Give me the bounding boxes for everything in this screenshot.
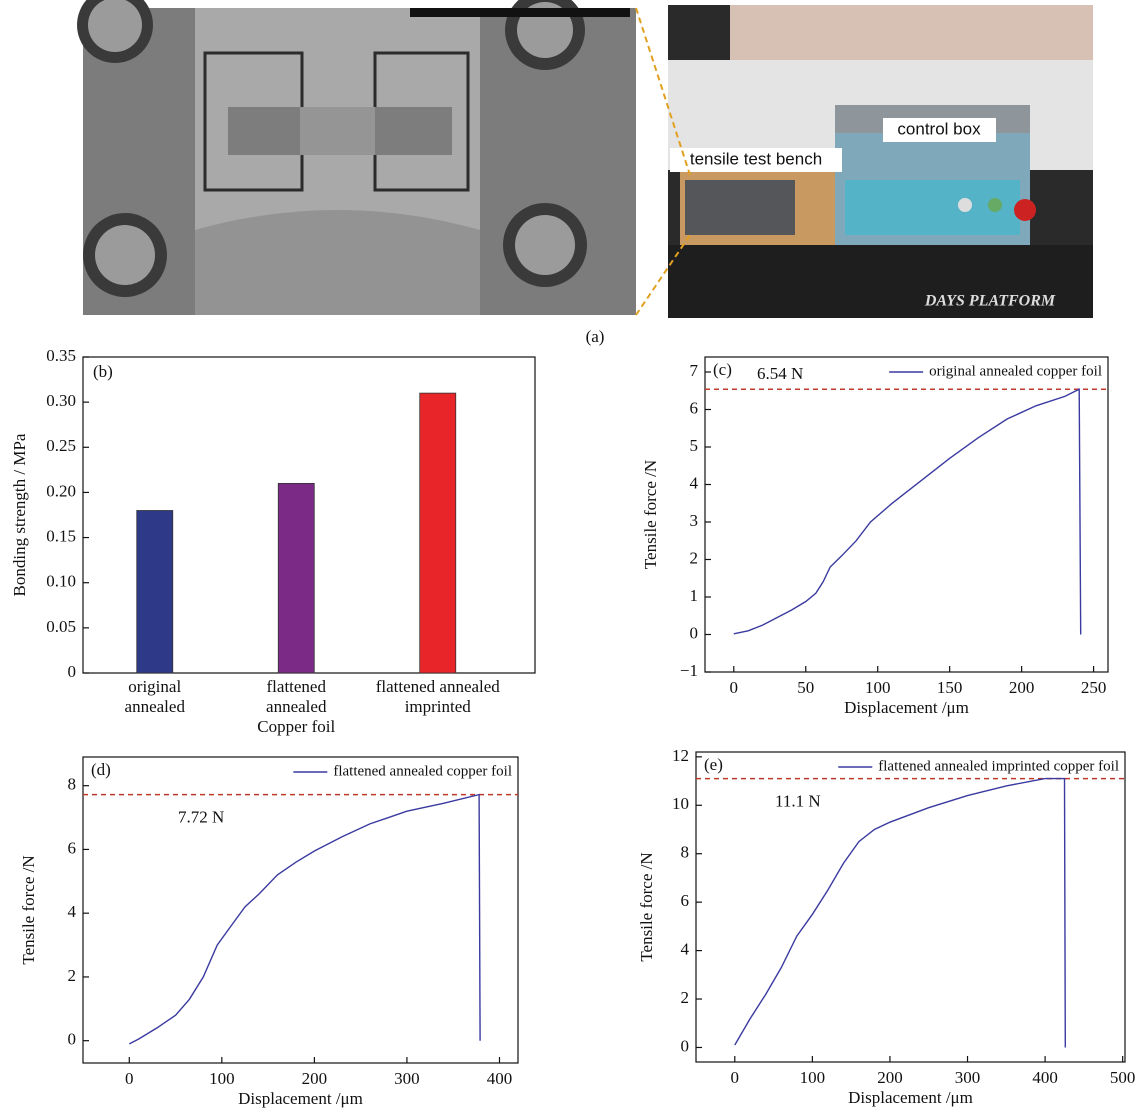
y-tick-label: 2 [681, 988, 690, 1007]
x-tick-label: original [128, 677, 181, 696]
x-tick-label: 200 [302, 1069, 328, 1088]
photo-sign: DAYS PLATFORM [924, 293, 1056, 310]
legend-label: flattened annealed imprinted copper foil [878, 758, 1119, 774]
x-tick-label: 300 [955, 1068, 981, 1087]
y-axis-label: Tensile force /N [637, 852, 656, 961]
y-tick-label: 6 [690, 398, 699, 417]
x-tick-label: 400 [1032, 1068, 1058, 1087]
x-tick-label: 250 [1081, 678, 1107, 697]
panel-label: (a) [586, 327, 605, 346]
y-tick-label: 4 [68, 902, 77, 921]
x-axis-label: Displacement /μm [238, 1089, 363, 1108]
x-tick-label: imprinted [405, 697, 472, 716]
photo-right [668, 5, 1093, 318]
x-tick-label: 100 [209, 1069, 235, 1088]
y-tick-label: 0 [68, 1030, 77, 1049]
y-axis-label: Bonding strength / MPa [10, 433, 29, 596]
y-axis-label: Tensile force /N [19, 855, 38, 964]
x-tick-label: 100 [865, 678, 891, 697]
reference-label: 7.72 N [178, 808, 224, 827]
x-tick-label: 150 [937, 678, 963, 697]
plot-frame [704, 356, 1109, 673]
x-tick-label: 400 [487, 1069, 513, 1088]
photo-annotation: control box [897, 119, 981, 138]
x-tick-label: 100 [800, 1068, 826, 1087]
x-tick-label: 50 [797, 678, 814, 697]
y-tick-label: 6 [68, 838, 77, 857]
x-tick-label: 200 [1009, 678, 1035, 697]
y-tick-label: 0.35 [46, 346, 76, 365]
x-tick-label: 500 [1110, 1068, 1136, 1087]
legend-label: flattened annealed copper foil [333, 763, 512, 779]
panel-label: (e) [704, 755, 723, 774]
y-tick-label: 2 [68, 966, 77, 985]
bar [136, 510, 174, 674]
x-tick-label: flattened [267, 677, 327, 696]
panel-label: (b) [93, 362, 113, 381]
x-axis-label: Displacement /μm [844, 698, 969, 717]
y-tick-label: 8 [68, 775, 77, 794]
x-axis-label: Displacement /μm [848, 1088, 973, 1107]
x-tick-label: 300 [394, 1069, 420, 1088]
y-tick-label: −1 [680, 661, 698, 680]
y-tick-label: 6 [681, 891, 690, 910]
y-tick-label: 4 [681, 940, 690, 959]
photo-left [77, 0, 636, 315]
x-tick-label: flattened annealed [376, 677, 501, 696]
x-tick-label: annealed [266, 697, 327, 716]
y-tick-label: 12 [672, 746, 689, 765]
y-tick-label: 0 [68, 662, 77, 681]
data-line [734, 777, 1066, 1048]
legend-label: original annealed copper foil [929, 363, 1102, 379]
data-line [128, 793, 481, 1045]
y-tick-label: 0.30 [46, 391, 76, 410]
y-tick-label: 8 [681, 843, 690, 862]
y-tick-label: 0 [681, 1036, 690, 1055]
y-tick-label: 4 [690, 473, 699, 492]
y-tick-label: 3 [690, 511, 699, 530]
panel-label: (c) [713, 360, 732, 379]
zoom-line [635, 234, 691, 316]
y-tick-label: 5 [690, 436, 699, 455]
y-tick-label: 0.10 [46, 572, 76, 591]
y-tick-label: 7 [690, 361, 699, 380]
x-tick-label: 0 [125, 1069, 134, 1088]
y-tick-label: 0.20 [46, 481, 76, 500]
reference-label: 11.1 N [775, 792, 821, 811]
panel-label: (d) [91, 760, 111, 779]
y-tick-label: 1 [690, 586, 699, 605]
y-tick-label: 0.15 [46, 526, 76, 545]
y-tick-label: 2 [690, 548, 699, 567]
y-tick-label: 0.05 [46, 617, 76, 636]
y-axis-label: Tensile force /N [641, 460, 660, 569]
photo-annotation: tensile test bench [690, 149, 822, 168]
plot-frame [695, 751, 1126, 1063]
x-tick-label: 0 [730, 678, 739, 697]
x-tick-label: 200 [877, 1068, 903, 1087]
reference-label: 6.54 N [757, 364, 803, 383]
bar [419, 392, 457, 674]
x-tick-label: 0 [731, 1068, 740, 1087]
y-tick-label: 10 [672, 794, 689, 813]
data-line [733, 388, 1082, 635]
plot-frame [82, 756, 519, 1064]
x-tick-label: annealed [125, 697, 186, 716]
x-tick-label: Copper foil [257, 717, 335, 736]
y-tick-label: 0 [690, 623, 699, 642]
bar [277, 482, 315, 674]
y-tick-label: 0.25 [46, 436, 76, 455]
